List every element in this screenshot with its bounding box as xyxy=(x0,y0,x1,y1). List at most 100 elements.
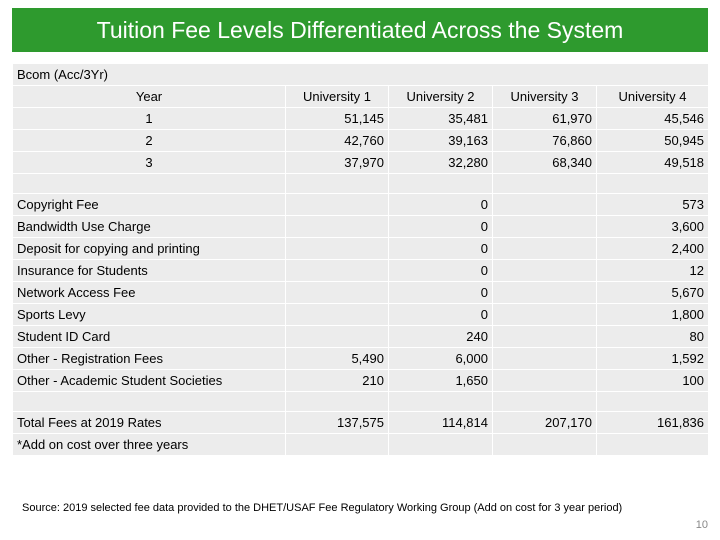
table-cell: Network Access Fee xyxy=(12,281,286,304)
table-cell: University 4 xyxy=(595,85,710,108)
fee-row: Deposit for copying and printing 0 2,400 xyxy=(12,237,710,260)
table-cell: 1,592 xyxy=(595,347,710,370)
table-cell xyxy=(285,237,389,260)
table-cell: 5,670 xyxy=(595,281,710,304)
table-cell: 100 xyxy=(595,369,710,392)
table-cell: Bcom (Acc/3Yr) xyxy=(11,63,710,86)
table-cell: 573 xyxy=(595,193,710,216)
table-cell: 32,280 xyxy=(388,151,493,174)
table-cell: 35,481 xyxy=(388,107,493,130)
table-cell xyxy=(492,325,597,348)
table-cell: 0 xyxy=(388,303,493,326)
spacer-row xyxy=(12,173,710,194)
table-cell: 51,145 xyxy=(285,107,389,130)
table-cell xyxy=(388,391,493,412)
table-cell: 114,814 xyxy=(388,411,493,434)
slide-title: Tuition Fee Levels Differentiated Across… xyxy=(96,16,624,43)
table-cell xyxy=(492,193,597,216)
table-cell: 42,760 xyxy=(285,129,389,152)
table-cell xyxy=(492,391,597,412)
table-cell: *Add on cost over three years xyxy=(12,433,286,456)
table-cell xyxy=(285,391,389,412)
year-row: 2 42,760 39,163 76,860 50,945 xyxy=(12,129,710,152)
caption-row: Bcom (Acc/3Yr) xyxy=(11,63,710,86)
spacer-row xyxy=(12,391,710,412)
fee-table: Bcom (Acc/3Yr) Year University 1 University… xyxy=(11,63,710,456)
table-cell: 50,945 xyxy=(595,129,710,152)
table-cell xyxy=(285,215,389,238)
table-cell xyxy=(285,325,389,348)
table-cell xyxy=(492,369,597,392)
fee-row: Copyright Fee 0 573 xyxy=(12,193,710,216)
table-cell: 5,490 xyxy=(285,347,389,370)
fee-row: Other - Registration Fees 5,490 6,000 1,592 xyxy=(12,347,710,370)
table-cell: Sports Levy xyxy=(12,303,286,326)
table-cell: University 2 xyxy=(388,85,493,108)
table-cell: Other - Academic Student Societies xyxy=(12,369,286,392)
table-cell xyxy=(595,391,710,412)
table-cell: 3,600 xyxy=(595,215,710,238)
table-cell: Deposit for copying and printing xyxy=(12,237,286,260)
table-cell xyxy=(285,281,389,304)
table-cell: 76,860 xyxy=(492,129,597,152)
table-cell xyxy=(492,237,597,260)
total-row: Total Fees at 2019 Rates 137,575 114,814 20… xyxy=(12,411,710,434)
table-cell: 0 xyxy=(388,259,493,282)
fee-row: Sports Levy 0 1,800 xyxy=(12,303,710,326)
table-cell: 1 xyxy=(12,107,286,130)
year-row: 1 51,145 35,481 61,970 45,546 xyxy=(12,107,710,130)
table-cell xyxy=(492,259,597,282)
table-cell: 61,970 xyxy=(492,107,597,130)
fee-row: Other - Academic Student Societies 210 1,6… xyxy=(12,369,710,392)
table-cell xyxy=(492,433,597,456)
table-cell: 3 xyxy=(12,151,286,174)
table-cell: 39,163 xyxy=(388,129,493,152)
fee-row: Student ID Card 240 80 xyxy=(12,325,710,348)
table-cell: 161,836 xyxy=(595,411,710,434)
table-cell xyxy=(492,303,597,326)
table-cell: 0 xyxy=(388,281,493,304)
table-cell xyxy=(12,173,286,194)
table-cell xyxy=(492,173,597,194)
table-cell: 240 xyxy=(388,325,493,348)
fee-row: Network Access Fee 0 5,670 xyxy=(12,281,710,304)
table-cell: University 1 xyxy=(285,85,389,108)
table-cell: 1,650 xyxy=(388,369,493,392)
table-cell xyxy=(285,193,389,216)
page-number: 10 xyxy=(695,519,708,531)
table-cell xyxy=(492,347,597,370)
header-row: Year University 1 University 2 University 3… xyxy=(12,85,710,108)
table-cell: Other - Registration Fees xyxy=(12,347,286,370)
table-cell xyxy=(595,173,710,194)
table-cell xyxy=(285,173,389,194)
table-cell: 2 xyxy=(12,129,286,152)
table-cell: Year xyxy=(12,85,286,108)
table-cell: 210 xyxy=(285,369,389,392)
table-cell: Bandwidth Use Charge xyxy=(12,215,286,238)
table-cell: 12 xyxy=(595,259,710,282)
table-cell: Insurance for Students xyxy=(12,259,286,282)
table-cell xyxy=(388,173,493,194)
table-cell xyxy=(12,391,286,412)
table-cell: 137,575 xyxy=(285,411,389,434)
title-bar: Tuition Fee Levels Differentiated Across… xyxy=(12,8,708,52)
table-cell: 2,400 xyxy=(595,237,710,260)
table-cell: 6,000 xyxy=(388,347,493,370)
table-cell xyxy=(492,281,597,304)
table-cell: 0 xyxy=(388,215,493,238)
table-cell xyxy=(388,433,493,456)
table-cell: 49,518 xyxy=(595,151,710,174)
fee-row: Insurance for Students 0 12 xyxy=(12,259,710,282)
table-cell: Copyright Fee xyxy=(12,193,286,216)
table-cell: University 3 xyxy=(492,85,597,108)
table-cell xyxy=(285,259,389,282)
fee-row: Bandwidth Use Charge 0 3,600 xyxy=(12,215,710,238)
table-cell: Student ID Card xyxy=(12,325,286,348)
table-cell: Total Fees at 2019 Rates xyxy=(12,411,286,434)
table-cell xyxy=(492,215,597,238)
total-row: *Add on cost over three years xyxy=(12,433,710,456)
table-cell: 207,170 xyxy=(492,411,597,434)
table-cell: 1,800 xyxy=(595,303,710,326)
table-cell: 45,546 xyxy=(595,107,710,130)
